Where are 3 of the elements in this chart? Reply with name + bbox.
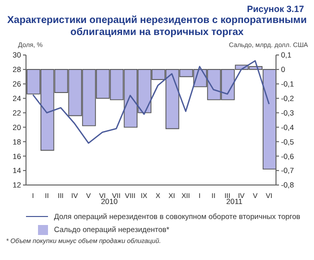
- line-series: [32, 60, 270, 144]
- chart-title: Характеристики операций нерезидентов с корпоративными облигациями на вторичных торгах: [6, 14, 308, 40]
- chart-subtitle: Рисунок 3.17: [246, 3, 305, 14]
